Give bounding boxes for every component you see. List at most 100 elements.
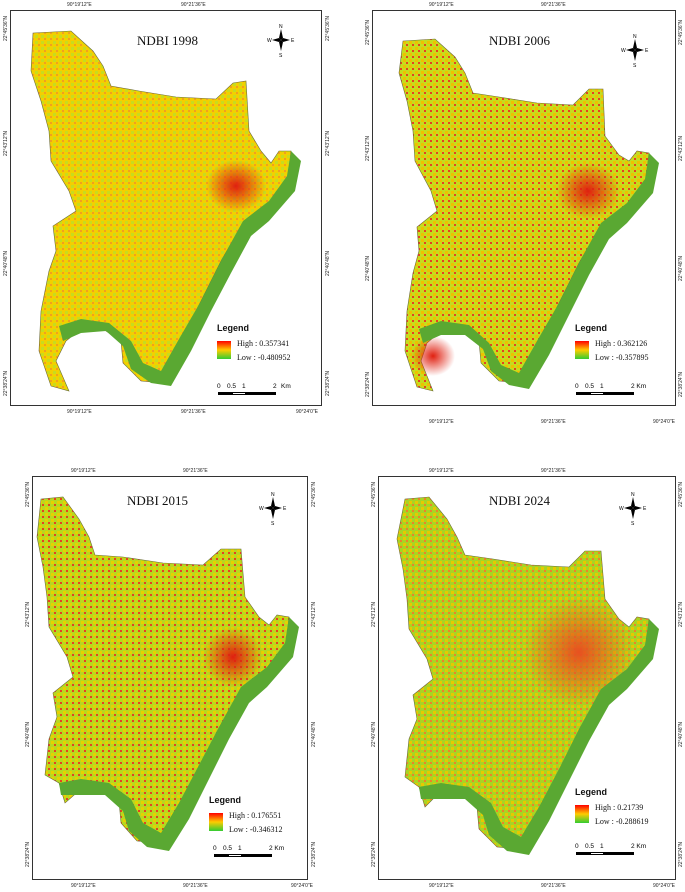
coord-right-3: 22°40'48"N bbox=[311, 721, 317, 747]
color-ramp bbox=[575, 341, 589, 359]
coord-left-4: 22°38'24"N bbox=[3, 370, 9, 396]
scale-bar: 0 0.5 1 2 Km bbox=[575, 383, 675, 397]
coord-left-4: 22°38'24"N bbox=[25, 841, 31, 867]
ndbi-map-2024 bbox=[396, 496, 659, 855]
coord-bottom-1: 90°19'12"E bbox=[429, 419, 454, 425]
compass-rose-icon: N S W E bbox=[259, 492, 287, 527]
map-title: NDBI 1998 bbox=[137, 33, 199, 48]
coord-bottom-3: 90°24'0"E bbox=[653, 883, 675, 889]
coord-left-1: 22°45'36"N bbox=[371, 481, 377, 507]
coord-top-1: 90°19'12"E bbox=[67, 2, 92, 8]
coord-left-1: 22°45'36"N bbox=[3, 15, 9, 41]
svg-text:N: N bbox=[279, 24, 283, 30]
coord-top-1: 90°19'12"E bbox=[429, 468, 454, 474]
north-arrow: N S W E bbox=[621, 33, 649, 69]
legend-title: Legend bbox=[209, 795, 242, 805]
coord-right-4: 22°38'24"N bbox=[311, 841, 317, 867]
coord-bottom-1: 90°19'12"E bbox=[429, 883, 454, 889]
coord-right-4: 22°38'24"N bbox=[678, 371, 684, 397]
coord-top-2: 90°21'36"E bbox=[541, 2, 566, 8]
river bbox=[419, 153, 659, 389]
color-ramp bbox=[209, 813, 223, 831]
coord-right-3: 22°40'48"N bbox=[678, 255, 684, 281]
legend-low: Low : -0.346312 bbox=[229, 825, 283, 834]
coord-right-1: 22°45'36"N bbox=[678, 19, 684, 45]
coord-bottom-2: 90°21'36"E bbox=[181, 409, 206, 415]
legend-low: Low : -0.480952 bbox=[237, 353, 291, 362]
coord-left-1: 22°45'36"N bbox=[25, 481, 31, 507]
coord-bottom-1: 90°19'12"E bbox=[71, 883, 96, 889]
svg-text:W: W bbox=[619, 506, 624, 512]
coord-right-2: 22°43'12"N bbox=[311, 601, 317, 627]
coord-left-1: 22°45'36"N bbox=[365, 19, 371, 45]
coord-right-1: 22°45'36"N bbox=[678, 481, 684, 507]
legend-low: Low : -0.357895 bbox=[595, 353, 649, 362]
svg-text:W: W bbox=[267, 38, 272, 44]
svg-text:S: S bbox=[271, 521, 275, 525]
north-arrow: N S W E bbox=[259, 491, 287, 527]
svg-text:S: S bbox=[279, 53, 283, 57]
legend: Legend High : 0.357341 Low : -0.480952 bbox=[217, 323, 317, 373]
coord-bottom-2: 90°21'36"E bbox=[541, 883, 566, 889]
coord-left-4: 22°38'24"N bbox=[371, 841, 377, 867]
coord-left-3: 22°40'48"N bbox=[3, 250, 9, 276]
svg-text:E: E bbox=[283, 506, 287, 512]
map-panel-2024: NDBI 2024 N S W E 90°19'12"E 90°21'36"E … bbox=[371, 468, 684, 889]
svg-text:N: N bbox=[633, 34, 637, 40]
svg-text:S: S bbox=[633, 63, 637, 67]
svg-text:N: N bbox=[271, 492, 275, 498]
map-panel-2015: NDBI 2015 N S W E 90°19'12"E 90°21'36"E … bbox=[25, 468, 317, 889]
legend: Legend High : 0.362126 Low : -0.357895 bbox=[575, 323, 675, 373]
north-arrow: N S W E bbox=[267, 23, 295, 59]
coord-top-1: 90°19'12"E bbox=[429, 2, 454, 8]
coord-right-2: 22°43'12"N bbox=[678, 135, 684, 161]
ndbi-map-2006 bbox=[398, 38, 659, 392]
scale-bar: 0 0.5 1 2 Km bbox=[217, 383, 317, 397]
compass-rose-icon: N S W E bbox=[619, 492, 647, 527]
coord-left-2: 22°43'12"N bbox=[25, 601, 31, 627]
legend: Legend High : 0.21739 Low : -0.288619 bbox=[575, 787, 675, 837]
map-title: NDBI 2024 bbox=[489, 493, 551, 508]
svg-text:E: E bbox=[291, 38, 295, 44]
scale-bar: 0 0.5 1 2 Km bbox=[575, 843, 675, 857]
map-title: NDBI 2006 bbox=[489, 33, 551, 48]
color-ramp bbox=[217, 341, 231, 359]
coord-left-3: 22°40'48"N bbox=[365, 255, 371, 281]
coord-bottom-1: 90°19'12"E bbox=[67, 409, 92, 415]
river bbox=[419, 619, 659, 855]
legend-low: Low : -0.288619 bbox=[595, 817, 649, 826]
legend-title: Legend bbox=[575, 787, 608, 797]
north-arrow: N S W E bbox=[619, 491, 647, 527]
coord-top-2: 90°21'36"E bbox=[541, 468, 566, 474]
coord-left-2: 22°43'12"N bbox=[3, 130, 9, 156]
scale-bar: 0 0.5 1 2 Km bbox=[213, 845, 307, 859]
coord-bottom-3: 90°24'0"E bbox=[291, 883, 313, 889]
coord-right-1: 22°45'36"N bbox=[325, 15, 331, 41]
coord-right-4: 22°38'24"N bbox=[678, 841, 684, 867]
coord-bottom-3: 90°24'0"E bbox=[296, 409, 318, 415]
legend-high: High : 0.362126 bbox=[595, 339, 648, 348]
color-ramp bbox=[575, 805, 589, 823]
coord-right-2: 22°43'12"N bbox=[678, 601, 684, 627]
coord-right-2: 22°43'12"N bbox=[325, 130, 331, 156]
coord-bottom-2: 90°21'36"E bbox=[183, 883, 208, 889]
coord-left-2: 22°43'12"N bbox=[365, 135, 371, 161]
coord-left-3: 22°40'48"N bbox=[25, 721, 31, 747]
legend-title: Legend bbox=[575, 323, 608, 333]
compass-rose-icon: N S W E bbox=[621, 34, 649, 69]
svg-text:E: E bbox=[645, 48, 649, 54]
svg-text:W: W bbox=[621, 48, 626, 54]
ndbi-map-1998 bbox=[30, 30, 301, 392]
coord-bottom-3: 90°24'0"E bbox=[653, 419, 675, 425]
legend-high: High : 0.357341 bbox=[237, 339, 290, 348]
coord-top-1: 90°19'12"E bbox=[71, 468, 96, 474]
ndbi-map-2015 bbox=[36, 496, 299, 851]
coord-right-4: 22°38'24"N bbox=[325, 370, 331, 396]
coord-left-4: 22°38'24"N bbox=[365, 371, 371, 397]
map-panel-1998: NDBI 1998 N S W E 90°19'12"E 90°21'36"E … bbox=[3, 2, 331, 415]
map-panel-2006: NDBI 2006 N S W E 90°19'12"E 90°21'36"E … bbox=[365, 2, 684, 425]
svg-text:E: E bbox=[643, 506, 647, 512]
coord-left-3: 22°40'48"N bbox=[371, 721, 377, 747]
coord-right-1: 22°45'36"N bbox=[311, 481, 317, 507]
coord-right-3: 22°40'48"N bbox=[678, 721, 684, 747]
